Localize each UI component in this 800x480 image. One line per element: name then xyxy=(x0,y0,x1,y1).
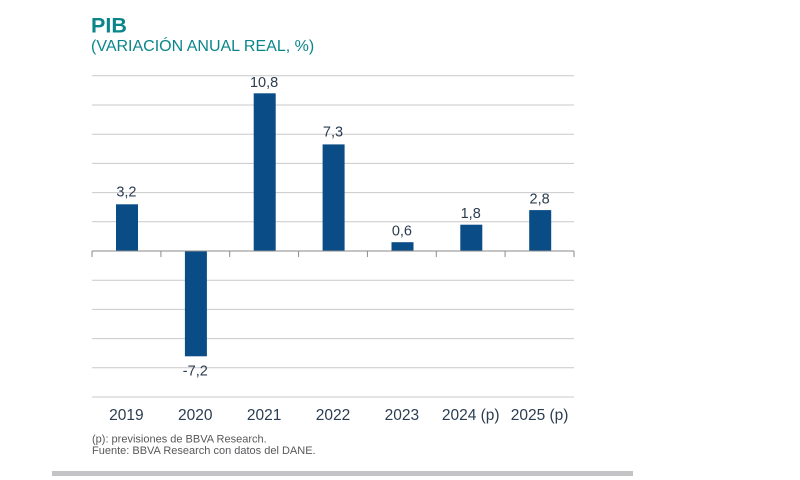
svg-text:2021: 2021 xyxy=(247,407,281,424)
svg-text:(p): previsiones de BBVA Resea: (p): previsiones de BBVA Research. xyxy=(92,434,267,446)
svg-text:2022: 2022 xyxy=(316,407,350,424)
svg-text:2024 (p): 2024 (p) xyxy=(442,407,500,424)
svg-text:Fuente: BBVA Research con dato: Fuente: BBVA Research con datos del DANE… xyxy=(92,445,316,457)
svg-text:2023: 2023 xyxy=(385,407,419,424)
svg-text:7,3: 7,3 xyxy=(323,124,343,140)
svg-text:3,2: 3,2 xyxy=(116,185,136,201)
svg-text:1,8: 1,8 xyxy=(461,206,481,222)
svg-text:0,6: 0,6 xyxy=(392,223,412,239)
svg-text:-7,2: -7,2 xyxy=(183,364,208,380)
svg-text:2020: 2020 xyxy=(178,407,213,424)
svg-text:2,8: 2,8 xyxy=(530,191,550,207)
svg-text:(VARIACIÓN ANUAL REAL, %): (VARIACIÓN ANUAL REAL, %) xyxy=(91,36,314,55)
svg-text:2025 (p): 2025 (p) xyxy=(511,407,569,424)
svg-text:10,8: 10,8 xyxy=(250,75,278,91)
svg-text:2019: 2019 xyxy=(109,407,143,424)
svg-text:PIB: PIB xyxy=(91,13,127,37)
